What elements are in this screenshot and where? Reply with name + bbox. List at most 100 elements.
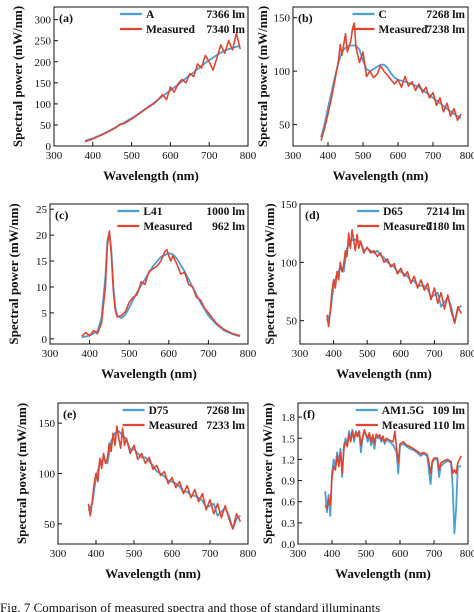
legend-series-name: AM1.5G bbox=[382, 405, 425, 417]
series-line-c bbox=[320, 44, 462, 138]
y-axis-label: Spectral power (mW/nm) bbox=[255, 6, 270, 147]
panel-label: (c) bbox=[55, 208, 68, 222]
legend-series-name: Measured bbox=[379, 24, 429, 36]
plot-frame bbox=[53, 6, 249, 147]
y-axis-label: Spectral power (mW/nm) bbox=[262, 203, 277, 344]
y-tick-label: 10 bbox=[36, 282, 48, 294]
panel-a: 300 400 500 600 700 800 0 50 100 150 200 250 300 Wave… bbox=[10, 6, 257, 183]
legend-lumen-value: 962 lm bbox=[212, 221, 245, 233]
plot-frame bbox=[292, 6, 469, 147]
figure-caption: Fig. 7 Comparison of measured spectra an… bbox=[0, 600, 380, 612]
legend-series-name: Measured bbox=[382, 420, 432, 432]
legend-lumen-value: 7366 lm bbox=[206, 9, 245, 21]
x-tick-label: 700 bbox=[202, 548, 219, 560]
y-tick-label: 5 bbox=[42, 308, 48, 320]
y-tick-label: 1.8 bbox=[281, 412, 295, 424]
y-tick-label: 0.0 bbox=[281, 539, 295, 551]
y-tick-label: 0 bbox=[46, 141, 52, 153]
x-tick-label: 400 bbox=[324, 548, 341, 560]
panel-b: 300 400 500 600 700 800 50 100 150 Wavelength (nm… bbox=[255, 6, 474, 183]
x-tick-label: 300 bbox=[50, 548, 67, 560]
y-tick-label: 300 bbox=[35, 15, 52, 27]
y-tick-label: 50 bbox=[279, 120, 291, 132]
series-line-measured bbox=[324, 429, 462, 510]
x-tick-label: 800 bbox=[460, 548, 474, 560]
x-tick-label: 700 bbox=[426, 548, 443, 560]
legend-series-name: Measured bbox=[383, 221, 433, 233]
x-tick-label: 600 bbox=[162, 150, 179, 162]
legend-lumen-value: 109 lm bbox=[432, 405, 465, 417]
x-tick-label: 600 bbox=[393, 348, 410, 360]
x-tick-label: 600 bbox=[390, 150, 407, 162]
y-tick-label: 15 bbox=[36, 256, 48, 268]
legend-lumen-value: 7268 lm bbox=[206, 405, 245, 417]
y-tick-label: 100 bbox=[281, 257, 298, 269]
panel-label: (d) bbox=[305, 208, 320, 222]
x-tick-label: 300 bbox=[46, 150, 63, 162]
legend-series-name: C bbox=[379, 9, 387, 21]
panel-e: 300 400 500 600 700 800 50 100 150 Wavelength (nm… bbox=[14, 402, 257, 581]
x-tick-label: 700 bbox=[426, 348, 443, 360]
legend-lumen-value: 7180 lm bbox=[426, 221, 465, 233]
x-tick-label: 500 bbox=[123, 150, 140, 162]
x-tick-label: 700 bbox=[201, 150, 218, 162]
panel-f: 300 400 500 600 700 800 0.0 0.3 0.6 0.9 1.2 1.5 1.8 W… bbox=[260, 402, 474, 581]
legend-series-name: Measured bbox=[146, 24, 196, 36]
y-axis-label: Spectral power (mW/nm) bbox=[10, 6, 25, 147]
y-tick-label: 100 bbox=[274, 66, 291, 78]
x-tick-label: 500 bbox=[359, 348, 376, 360]
x-tick-label: 300 bbox=[42, 348, 59, 360]
panel-label: (e) bbox=[63, 407, 76, 421]
x-axis-label: Wavelength (nm) bbox=[103, 168, 199, 183]
legend-lumen-value: 7214 lm bbox=[426, 206, 465, 218]
series-line-measured bbox=[84, 32, 241, 143]
y-axis-label: Spectral power (mW/nm) bbox=[260, 403, 275, 544]
y-tick-label: 1.5 bbox=[281, 433, 295, 445]
x-tick-label: 400 bbox=[88, 548, 105, 560]
x-tick-label: 600 bbox=[392, 548, 409, 560]
plot-frame bbox=[299, 203, 469, 345]
series-line-measured bbox=[81, 230, 241, 337]
panel-label: (a) bbox=[59, 11, 73, 25]
y-tick-label: 20 bbox=[36, 230, 48, 242]
x-tick-label: 500 bbox=[358, 548, 375, 560]
y-tick-label: 0 bbox=[42, 334, 48, 346]
legend-lumen-value: 7268 lm bbox=[426, 9, 465, 21]
series-line-measured bbox=[320, 22, 462, 141]
x-tick-label: 400 bbox=[325, 348, 342, 360]
y-tick-label: 150 bbox=[39, 418, 56, 430]
x-axis-label: Wavelength (nm) bbox=[101, 366, 197, 381]
y-tick-label: 1.2 bbox=[281, 454, 295, 466]
x-axis-label: Wavelength (nm) bbox=[335, 566, 431, 581]
legend-lumen-value: 7238 lm bbox=[426, 24, 465, 36]
legend-lumen-value: 7340 lm bbox=[206, 24, 245, 36]
y-tick-label: 0.3 bbox=[281, 518, 295, 530]
x-tick-label: 300 bbox=[290, 548, 307, 560]
plot-frame bbox=[297, 402, 469, 545]
x-tick-label: 400 bbox=[81, 348, 98, 360]
series-line-am1-5g bbox=[324, 428, 462, 535]
legend-series-name: D65 bbox=[383, 206, 403, 218]
series-line-measured bbox=[326, 228, 463, 328]
legend-series-name: Measured bbox=[149, 420, 199, 432]
x-tick-label: 500 bbox=[355, 150, 372, 162]
x-tick-label: 800 bbox=[240, 548, 257, 560]
y-tick-label: 250 bbox=[35, 36, 52, 48]
x-tick-label: 500 bbox=[126, 548, 143, 560]
y-axis-label: Spectral power (mW/nm) bbox=[14, 403, 29, 544]
series-line-measured bbox=[87, 425, 242, 530]
panel-d: 300 400 500 600 700 800 50 100 150 Wavelength (nm… bbox=[262, 199, 474, 381]
plot-frame bbox=[49, 203, 249, 345]
y-tick-label: 0.9 bbox=[281, 476, 295, 488]
x-axis-label: Wavelength (nm) bbox=[336, 366, 432, 381]
y-axis-label: Spectral power (mW/nm) bbox=[6, 203, 21, 344]
x-tick-label: 600 bbox=[164, 548, 181, 560]
x-tick-label: 800 bbox=[240, 348, 257, 360]
y-tick-label: 50 bbox=[40, 120, 52, 132]
x-tick-label: 800 bbox=[460, 150, 474, 162]
panel-c: 300 400 500 600 700 800 0 5 10 15 20 25 Wavelength (… bbox=[6, 203, 257, 381]
y-tick-label: 0.6 bbox=[281, 497, 295, 509]
x-axis-label: Wavelength (nm) bbox=[105, 566, 201, 581]
x-tick-label: 500 bbox=[121, 348, 138, 360]
